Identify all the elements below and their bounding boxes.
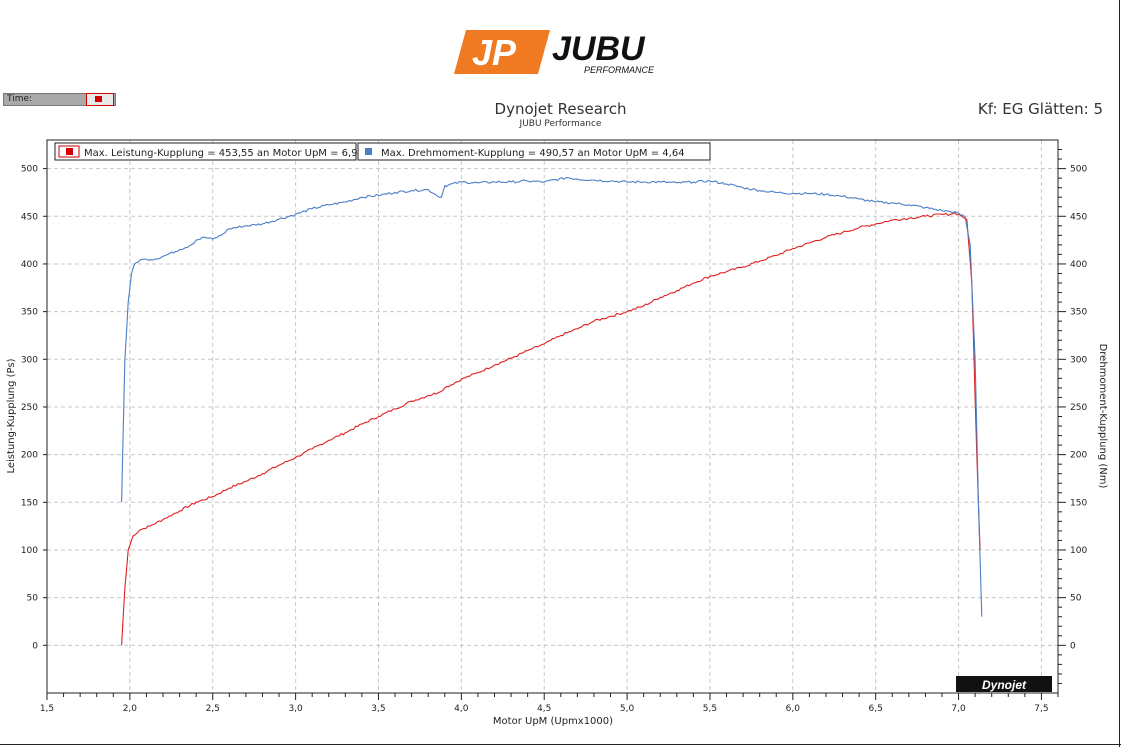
x-tick-label: 6,0 <box>786 704 801 714</box>
y-right-tick-label: 100 <box>1070 546 1087 556</box>
y-right-tick-label: 450 <box>1070 212 1087 222</box>
y-axis-right-title: Drehmoment-Kupplung (Nm) <box>1097 344 1108 489</box>
torque-curve <box>121 176 983 617</box>
logo-mark: JP <box>472 32 517 73</box>
dynojet-watermark: Dynojet <box>956 676 1052 692</box>
series <box>121 176 983 646</box>
y-axis-left-title: Leistung-Kupplung (Ps) <box>6 358 17 473</box>
chart-subtitle: JUBU Performance <box>519 119 602 129</box>
legend-box-power <box>54 142 357 161</box>
y-right-tick-label: 250 <box>1070 403 1087 413</box>
y-axis-right: 0 50 100 150 200 250 300 350 400 450 500 <box>1058 149 1087 684</box>
window-bottom-border <box>0 744 1121 745</box>
x-tick-label: 1,5 <box>40 704 54 714</box>
x-tick-label: 3,5 <box>371 704 385 714</box>
y-right-tick-label: 300 <box>1070 355 1087 365</box>
y-left-tick-label: 150 <box>21 498 38 508</box>
x-tick-label: 7,0 <box>951 704 966 714</box>
y-left-tick-label: 200 <box>21 451 38 461</box>
x-axis: 1,5 2,0 2,5 3,0 3,5 4,0 4,5 5,0 5,5 6,0 6,5 7,0 7,5 <box>40 693 1059 714</box>
legend-swatch-power <box>66 148 73 155</box>
window-right-border <box>1119 0 1120 747</box>
legend-box-torque <box>357 142 711 161</box>
y-right-tick-label: 150 <box>1070 498 1087 508</box>
y-right-tick-label: 500 <box>1070 165 1087 175</box>
legend: Max. Leistung-Kupplung = 453,55 an Motor… <box>54 142 711 161</box>
y-right-tick-label: 50 <box>1070 594 1082 604</box>
y-left-tick-label: 250 <box>21 403 38 413</box>
y-axis-left: 0 50 100 150 200 250 300 350 400 450 500 <box>21 165 47 651</box>
y-right-tick-label: 400 <box>1070 260 1087 270</box>
logo-orange-box <box>454 30 550 74</box>
x-tick-label: 2,5 <box>206 704 220 714</box>
chart-title: Dynojet Research <box>494 100 627 118</box>
x-tick-label: 7,5 <box>1034 704 1048 714</box>
y-left-tick-label: 300 <box>21 355 38 365</box>
watermark-text: Dynojet <box>982 678 1027 692</box>
x-tick-label: 2,0 <box>123 704 138 714</box>
time-marker-icon <box>95 96 102 102</box>
logo-wordmark: JUBU <box>552 30 646 68</box>
y-right-tick-label: 0 <box>1070 641 1076 651</box>
y-left-tick-label: 50 <box>27 594 39 604</box>
x-tick-label: 5,0 <box>620 704 635 714</box>
x-tick-label: 4,0 <box>454 704 469 714</box>
y-left-tick-label: 400 <box>21 260 38 270</box>
grid <box>47 140 1058 693</box>
smoothing-label: Kf: EG Glätten: 5 <box>977 100 1103 118</box>
logo-subtitle: PERFORMANCE <box>584 65 655 75</box>
legend-entry-power: Max. Leistung-Kupplung = 453,55 an Motor… <box>84 148 364 159</box>
legend-entry-torque: Max. Drehmoment-Kupplung = 490,57 an Mot… <box>381 148 685 159</box>
legend-swatch-torque <box>365 148 372 155</box>
x-tick-label: 6,5 <box>869 704 883 714</box>
x-tick-label: 4,5 <box>537 704 551 714</box>
jubu-performance-logo: JP JUBU PERFORMANCE <box>454 30 655 75</box>
x-tick-label: 3,0 <box>288 704 303 714</box>
time-label: Time: <box>7 94 33 104</box>
y-left-tick-label: 350 <box>21 308 38 318</box>
y-right-tick-label: 200 <box>1070 451 1087 461</box>
y-right-tick-label: 350 <box>1070 308 1087 318</box>
y-left-tick-label: 450 <box>21 212 38 222</box>
y-left-tick-label: 0 <box>32 641 38 651</box>
y-left-tick-label: 500 <box>21 165 38 175</box>
x-tick-label: 5,5 <box>703 704 717 714</box>
y-left-tick-label: 100 <box>21 546 38 556</box>
plot-frame <box>46 139 1059 694</box>
watermark-box <box>956 676 1052 692</box>
power-curve <box>121 212 981 646</box>
x-axis-title: Motor UpM (Upmx1000) <box>493 716 613 727</box>
